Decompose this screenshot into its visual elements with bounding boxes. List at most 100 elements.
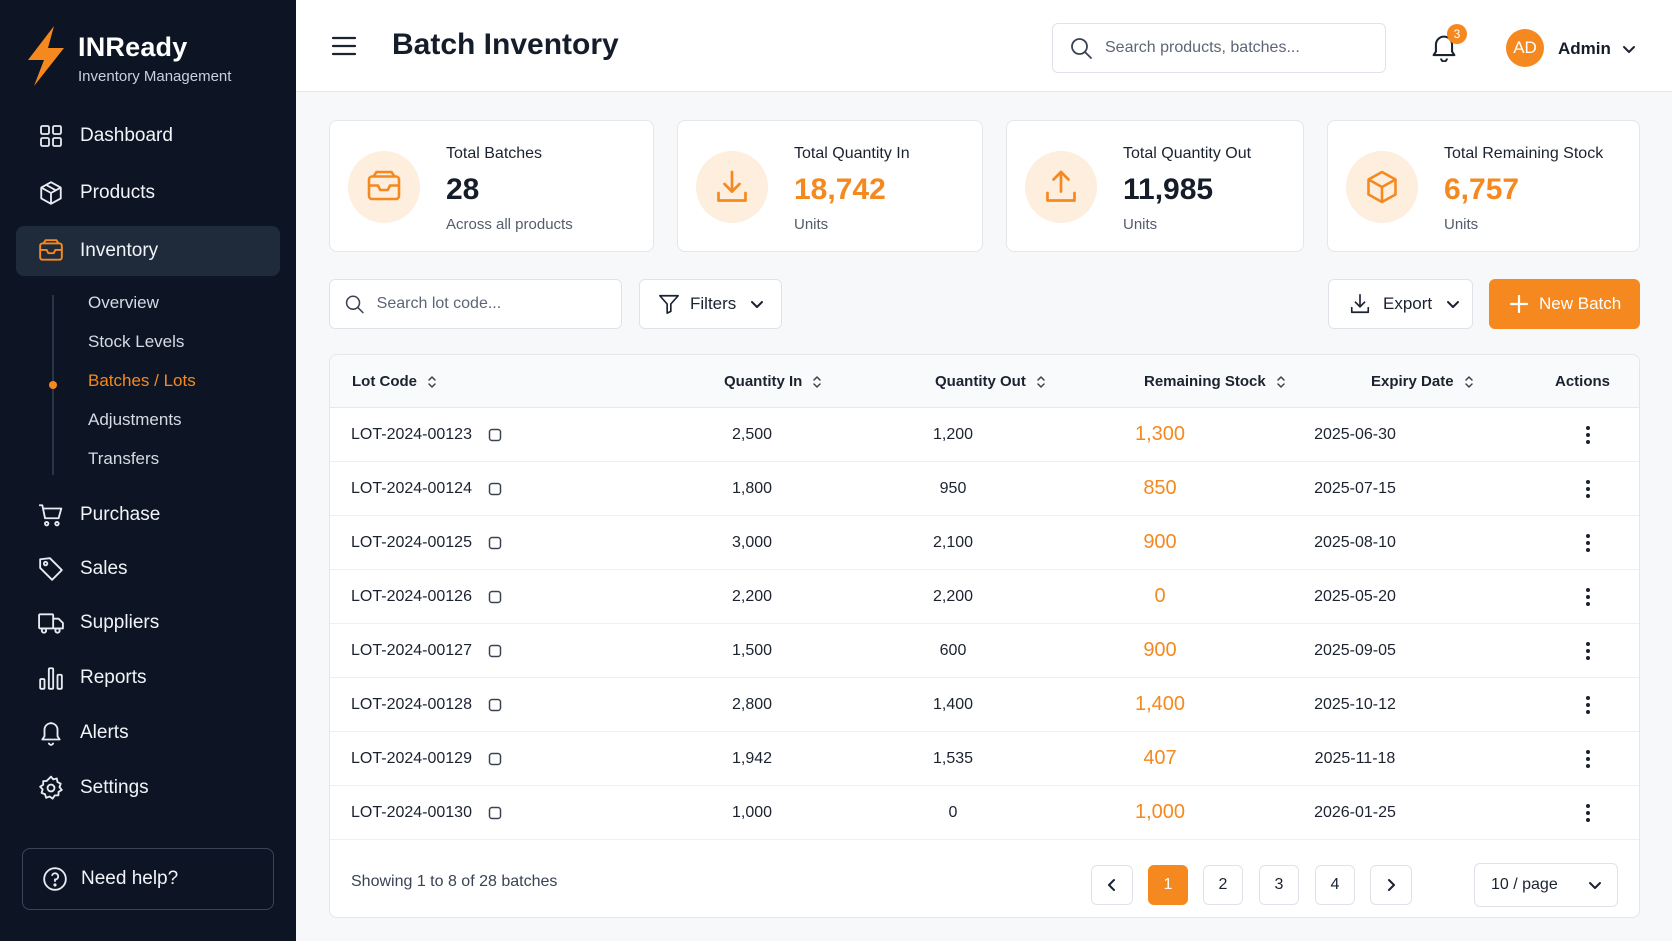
card-value: 6,757 [1444,173,1520,206]
sub-item-stock-levels[interactable]: Stock Levels [88,332,185,351]
nav-item-settings[interactable]: Settings [16,763,280,813]
nav-item-suppliers[interactable]: Suppliers [16,598,280,648]
remaining-stock-cell: 407 [1143,747,1177,769]
stat-card-total-quantity-out: Total Quantity Out 11,985 Units [1006,120,1304,252]
more-actions-icon[interactable] [1578,748,1598,770]
copy-icon[interactable] [488,482,502,496]
global-search-input[interactable] [1105,39,1365,57]
stat-card-total-remaining-stock: Total Remaining Stock 6,757 Units [1327,120,1640,252]
more-actions-icon[interactable] [1578,532,1598,554]
copy-icon[interactable] [488,536,502,550]
nav-label: Suppliers [80,612,160,633]
filters-button[interactable]: Filters [639,279,782,329]
filter-icon [659,294,679,314]
expiry-date-cell: 2025-11-18 [1314,750,1396,767]
more-actions-icon[interactable] [1578,802,1598,824]
nav-item-reports[interactable]: Reports [16,653,280,703]
per-page-select[interactable]: 10 / page [1474,863,1618,907]
user-name[interactable]: Admin [1558,39,1611,58]
card-value: 28 [446,173,480,206]
column-header-quantity-out[interactable]: Quantity Out [935,373,1046,390]
sort-icon [1276,375,1285,388]
table-row[interactable]: LOT-2024-00127 1,500 600 900 2025-09-05 [330,624,1639,678]
lot-search[interactable] [329,279,622,329]
nav-label: Settings [80,777,149,798]
column-header-quantity-in[interactable]: Quantity In [724,373,822,390]
sub-item-transfers[interactable]: Transfers [88,449,160,468]
card-title: Total Remaining Stock [1444,145,1604,162]
new-batch-button[interactable]: New Batch [1489,279,1640,329]
lightning-logo-icon [28,26,64,86]
nav-item-sales[interactable]: Sales [16,544,280,594]
table-row[interactable]: LOT-2024-00126 2,200 2,200 0 2025-05-20 [330,570,1639,624]
sub-item-adjustments[interactable]: Adjustments [88,410,182,429]
lot-code-cell: LOT-2024-00128 [351,696,472,713]
lot-code-cell: LOT-2024-00127 [351,642,472,659]
page-button-2[interactable]: 2 [1203,865,1243,905]
nav-item-products[interactable]: Products [16,168,280,218]
more-actions-icon[interactable] [1578,478,1598,500]
card-subtitle: Units [1123,216,1158,233]
quantity-in-cell: 2,500 [731,426,773,443]
more-actions-icon[interactable] [1578,640,1598,662]
table-header: Lot Code Quantity In Quantity Out Remain… [330,355,1639,408]
chevron-down-icon[interactable] [1622,42,1636,56]
page-button-3[interactable]: 3 [1259,865,1299,905]
copy-icon[interactable] [488,590,502,604]
copy-icon[interactable] [488,644,502,658]
page-button-1[interactable]: 1 [1148,865,1188,905]
card-subtitle: Across all products [446,216,573,233]
chevron-down-icon [1447,301,1460,308]
quantity-out-cell: 600 [939,642,967,659]
column-header-expiry-date[interactable]: Expiry Date [1371,373,1474,390]
sub-item-batches-lots[interactable]: Batches / Lots [88,371,196,390]
nav-item-inventory[interactable]: Inventory [16,226,280,276]
prev-page-button[interactable] [1091,865,1133,905]
nav-item-dashboard[interactable]: Dashboard [16,111,280,161]
sort-icon [813,375,822,388]
table-row[interactable]: LOT-2024-00129 1,942 1,535 407 2025-11-18 [330,732,1639,786]
cart-icon [38,502,64,528]
next-page-button[interactable] [1370,865,1412,905]
remaining-stock-cell: 850 [1143,477,1177,499]
quantity-in-cell: 1,500 [731,642,773,659]
global-search[interactable] [1052,23,1386,73]
copy-icon[interactable] [488,698,502,712]
grid-icon [38,123,64,149]
table-row[interactable]: LOT-2024-00123 2,500 1,200 1,300 2025-06-30 [330,408,1639,462]
lot-code-cell: LOT-2024-00130 [351,804,472,821]
table-row[interactable]: LOT-2024-00125 3,000 2,100 900 2025-08-10 [330,516,1639,570]
lot-code-cell: LOT-2024-00125 [351,534,472,551]
table-row[interactable]: LOT-2024-00130 1,000 0 1,000 2026-01-25 [330,786,1639,840]
copy-icon[interactable] [488,428,502,442]
sub-item-overview[interactable]: Overview [88,293,159,312]
help-label: Need help? [81,868,179,889]
brand[interactable]: INReady Inventory Management [24,24,231,88]
batch-table: Lot Code Quantity In Quantity Out Remain… [329,354,1640,918]
remaining-stock-cell: 900 [1143,531,1177,553]
page-button-4[interactable]: 4 [1315,865,1355,905]
nav-label: Products [80,182,155,203]
nav-item-alerts[interactable]: Alerts [16,708,280,758]
hamburger-menu-icon[interactable] [332,36,356,56]
column-label: Lot Code [352,373,417,390]
column-header-lot-code[interactable]: Lot Code [352,373,437,390]
quantity-out-cell: 1,200 [932,426,974,443]
more-actions-icon[interactable] [1578,694,1598,716]
need-help-button[interactable]: Need help? [22,848,274,910]
table-row[interactable]: LOT-2024-00128 2,800 1,400 1,400 2025-10-12 [330,678,1639,732]
more-actions-icon[interactable] [1578,586,1598,608]
search-icon [1071,38,1092,59]
more-actions-icon[interactable] [1578,424,1598,446]
copy-icon[interactable] [488,752,502,766]
column-header-remaining-stock[interactable]: Remaining Stock [1144,373,1286,390]
chevron-down-icon [1588,882,1601,889]
export-button[interactable]: Export [1328,279,1473,329]
copy-icon[interactable] [488,806,502,820]
page-title: Batch Inventory [392,28,619,61]
avatar[interactable]: AD [1506,29,1544,67]
nav-item-purchase[interactable]: Purchase [16,490,280,540]
lot-search-input[interactable] [376,295,621,313]
table-row[interactable]: LOT-2024-00124 1,800 950 850 2025-07-15 [330,462,1639,516]
per-page-value: 10 / page [1491,876,1558,893]
